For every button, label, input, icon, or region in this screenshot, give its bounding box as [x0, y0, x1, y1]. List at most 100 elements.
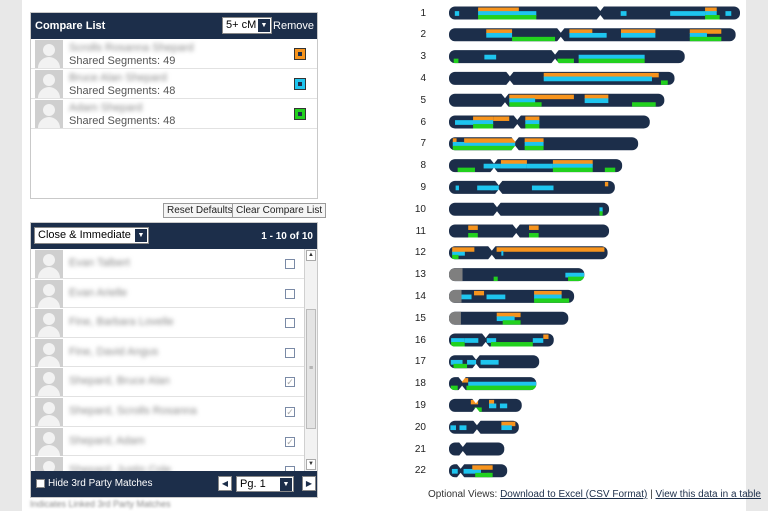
match-checkbox[interactable] — [285, 259, 295, 269]
match-name[interactable]: Shepard, Adam — [69, 434, 145, 447]
chromosome-15[interactable] — [449, 311, 569, 325]
shared-segment[interactable] — [569, 32, 607, 38]
shared-segment[interactable] — [473, 124, 494, 129]
cm-filter-select[interactable]: 5+ cM ▼ — [222, 17, 272, 34]
shared-segment[interactable] — [486, 32, 513, 38]
shared-segment[interactable] — [496, 247, 605, 252]
match-name[interactable]: Shepard, Justin Cole — [69, 464, 172, 471]
shared-segment[interactable] — [452, 138, 457, 143]
chromosome-6[interactable] — [449, 115, 650, 129]
shared-segment[interactable] — [534, 290, 562, 296]
shared-segment[interactable] — [470, 399, 479, 405]
shared-segment[interactable] — [524, 145, 544, 151]
chromosome-14[interactable] — [449, 289, 575, 303]
shared-segment[interactable] — [457, 167, 475, 173]
shared-segment[interactable] — [501, 250, 504, 256]
shared-segment[interactable] — [509, 94, 574, 100]
shared-segment[interactable] — [489, 399, 495, 405]
shared-segment[interactable] — [489, 403, 497, 409]
shared-segment[interactable] — [452, 254, 459, 260]
chromosome-8[interactable] — [449, 158, 623, 173]
shared-segment[interactable] — [565, 272, 585, 278]
shared-segment[interactable] — [670, 11, 706, 16]
relationship-filter-select[interactable]: Close & Immediate ▼ — [34, 227, 149, 244]
shared-segment[interactable] — [526, 163, 553, 169]
shared-segment[interactable] — [578, 54, 645, 60]
shared-segment[interactable] — [474, 290, 485, 296]
shared-segment[interactable] — [478, 11, 537, 16]
shared-segment[interactable] — [474, 407, 482, 412]
shared-segment[interactable] — [599, 211, 603, 216]
shared-segment[interactable] — [451, 338, 465, 343]
shared-segment[interactable] — [620, 29, 656, 34]
shared-segment[interactable] — [450, 385, 458, 391]
shared-segment[interactable] — [512, 36, 556, 42]
shared-segment[interactable] — [500, 163, 527, 169]
shared-segment[interactable] — [557, 58, 574, 64]
shared-segment[interactable] — [705, 15, 720, 20]
match-list-scrollbar[interactable]: ▲ ≡ ▼ — [304, 249, 317, 471]
shared-segment[interactable] — [466, 385, 537, 391]
shared-segment[interactable] — [477, 185, 494, 191]
shared-segment[interactable] — [525, 116, 540, 121]
match-name[interactable]: Fine, Barbara Lovelle — [69, 316, 174, 329]
shared-segment[interactable] — [584, 94, 609, 100]
shared-segment[interactable] — [543, 334, 549, 339]
match-name[interactable]: Fine, David Angus — [69, 345, 159, 358]
match-name[interactable]: Evan Talbert — [69, 257, 130, 269]
shared-segment[interactable] — [525, 120, 540, 125]
shared-segment[interactable] — [501, 421, 516, 427]
shared-segment[interactable] — [472, 465, 493, 470]
shared-segment[interactable] — [486, 338, 497, 343]
shared-segment[interactable] — [454, 11, 460, 16]
shared-segment[interactable] — [455, 185, 459, 191]
shared-segment[interactable] — [532, 338, 544, 343]
chromosome-18[interactable] — [449, 376, 537, 391]
chromosome-21[interactable] — [449, 442, 505, 456]
scroll-thumb[interactable]: ≡ — [306, 309, 316, 429]
shared-segment[interactable] — [529, 225, 539, 230]
shared-segment[interactable] — [501, 425, 512, 431]
shared-segment[interactable] — [604, 167, 616, 173]
shared-segment[interactable] — [493, 116, 510, 121]
shared-segment[interactable] — [529, 233, 539, 238]
shared-segment[interactable] — [473, 120, 494, 125]
shared-segment[interactable] — [490, 342, 533, 347]
next-page-icon[interactable]: ▶ — [302, 476, 316, 491]
shared-segment[interactable] — [524, 138, 544, 143]
shared-segment[interactable] — [689, 32, 707, 38]
shared-segment[interactable] — [620, 32, 656, 38]
match-name[interactable]: Shepard, Bruce Alan — [69, 375, 170, 388]
shared-segment[interactable] — [452, 250, 465, 256]
shared-segment[interactable] — [604, 181, 609, 187]
shared-segment[interactable] — [462, 378, 469, 383]
shared-segment[interactable] — [486, 472, 493, 478]
match-checkbox[interactable]: ✓ — [285, 436, 295, 447]
shared-segment[interactable] — [461, 294, 472, 300]
chromosome-17[interactable] — [449, 354, 540, 369]
shared-segment[interactable] — [543, 76, 652, 82]
chromosome-20[interactable] — [449, 420, 519, 435]
shared-segment[interactable] — [490, 185, 499, 191]
match-checkbox[interactable]: ✓ — [285, 377, 295, 388]
shared-segment[interactable] — [451, 468, 458, 474]
shared-segment[interactable] — [500, 160, 527, 165]
view-table-link[interactable]: View this data in a table — [655, 489, 761, 500]
chromosome-7[interactable] — [449, 136, 639, 151]
shared-segment[interactable] — [455, 120, 476, 125]
shared-segment[interactable] — [509, 102, 542, 107]
shared-segment[interactable] — [534, 294, 562, 300]
match-checkbox[interactable]: ✓ — [285, 406, 295, 417]
chromosome-10[interactable] — [449, 202, 610, 217]
match-name[interactable]: Shepard, Scrolls Rosanna — [69, 404, 197, 417]
shared-segment[interactable] — [502, 320, 521, 325]
shared-segment[interactable] — [493, 276, 498, 282]
shared-segment[interactable] — [452, 145, 516, 151]
download-excel-link[interactable]: Download to Excel (CSV Format) — [500, 489, 648, 500]
shared-segment[interactable] — [452, 247, 475, 252]
scroll-down-icon[interactable]: ▼ — [306, 459, 316, 470]
shared-segment[interactable] — [453, 363, 468, 369]
chromosome-9[interactable] — [449, 180, 615, 195]
page-select[interactable]: Pg. 1 ▼ — [236, 476, 294, 492]
shared-segment[interactable] — [450, 359, 463, 365]
